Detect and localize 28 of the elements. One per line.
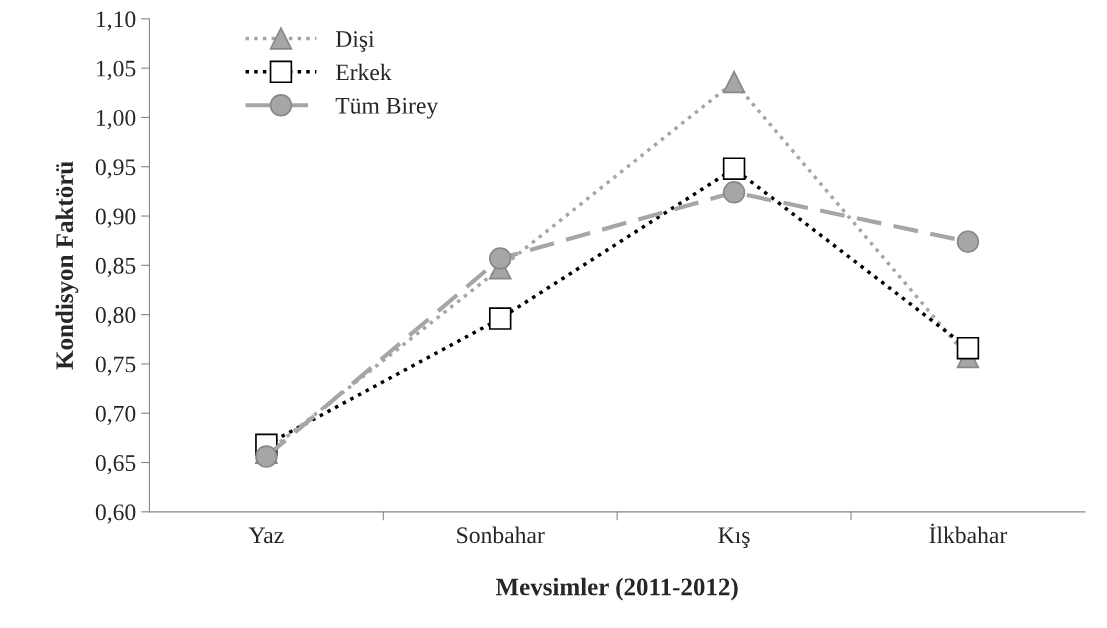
y-tick-label: 1,05 — [97, 60, 136, 80]
x-tick-label: Sonbahar — [457, 526, 545, 544]
x-tick-label: İlkbahar — [929, 523, 1008, 544]
point — [488, 247, 512, 270]
point — [956, 336, 980, 360]
y-tick-label: 0,60 — [95, 504, 136, 524]
y-tick-label: 0,95 — [95, 159, 136, 179]
point — [722, 181, 746, 204]
point — [255, 445, 278, 468]
legend-label: Dişi — [335, 31, 375, 52]
y-tick-label: 0,75 — [95, 356, 136, 376]
x-axis-title: Mevsimler (2011-2012) — [495, 577, 738, 601]
y-tick-label: 1,00 — [97, 109, 136, 130]
point — [956, 230, 980, 253]
y-axis-title: Kondisyon Faktörü — [55, 161, 79, 370]
x-tick-label: Yaz — [248, 527, 284, 544]
y-tick-label: 0,80 — [95, 307, 136, 327]
y-tick-label: 0,65 — [95, 455, 136, 475]
point — [488, 307, 512, 330]
point — [722, 70, 746, 94]
y-tick-label: 0,70 — [95, 405, 136, 426]
x-tick-label: Kış — [718, 527, 750, 549]
point — [722, 157, 746, 180]
y-tick-label: 0,85 — [95, 257, 136, 278]
legend-label: Erkek — [335, 63, 392, 81]
y-tick-label: 1,10 — [97, 11, 136, 31]
y-tick-label: 0,90 — [95, 208, 136, 228]
legend-label: Tüm Birey — [335, 97, 439, 119]
